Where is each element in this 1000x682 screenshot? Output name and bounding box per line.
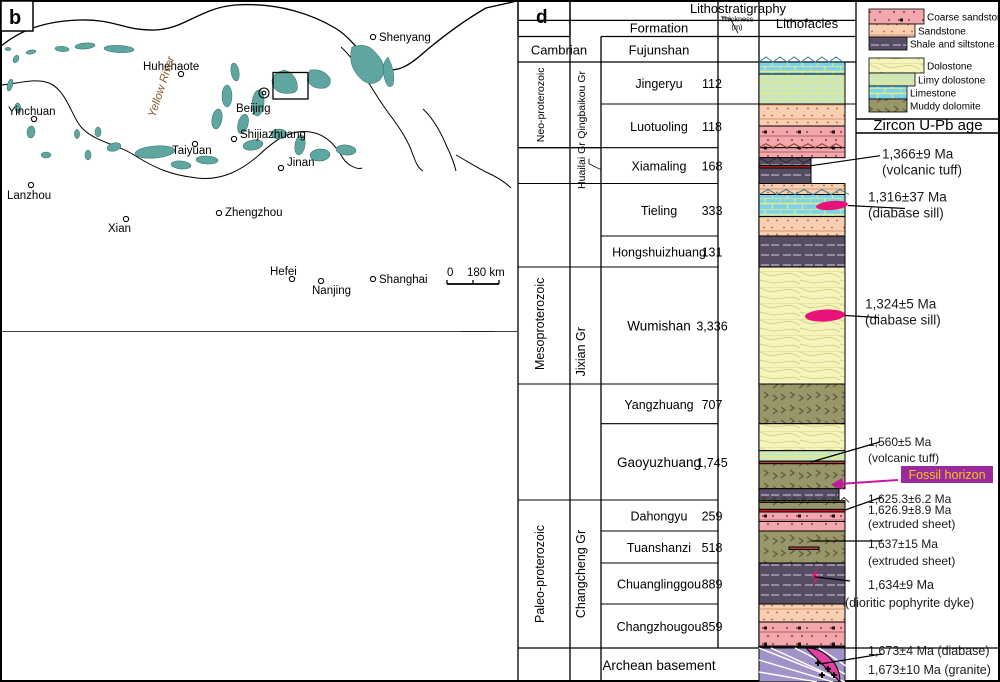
svg-text:1,366±9 Ma: 1,366±9 Ma (882, 147, 954, 162)
svg-text:Formation: Formation (630, 20, 689, 35)
svg-text:(diabase sill): (diabase sill) (868, 206, 944, 221)
svg-text:Yinchuan: Yinchuan (8, 106, 56, 118)
svg-text:1,673±10 Ma (granite): 1,673±10 Ma (granite) (868, 663, 991, 677)
svg-text:1,560±5 Ma: 1,560±5 Ma (868, 435, 932, 449)
svg-text:+: + (819, 670, 824, 680)
svg-text:Zhengzhou: Zhengzhou (225, 207, 283, 219)
svg-text:3,336: 3,336 (696, 320, 727, 334)
svg-text:(diabase sill): (diabase sill) (865, 313, 941, 328)
svg-text:Zircon U-Pb age: Zircon U-Pb age (873, 117, 982, 134)
svg-text:(volcanic tuff): (volcanic tuff) (882, 163, 962, 178)
svg-text:+: + (831, 670, 836, 680)
svg-text:1,673±4 Ma (diabase): 1,673±4 Ma (diabase) (868, 644, 990, 658)
svg-text:Changcheng Gr: Changcheng Gr (574, 530, 588, 618)
svg-text:1,637±15 Ma: 1,637±15 Ma (868, 537, 938, 551)
svg-text:Archean basement: Archean basement (602, 658, 716, 673)
svg-text:259: 259 (702, 510, 723, 524)
svg-text:Xian: Xian (108, 223, 131, 235)
svg-text:Fossil horizon: Fossil horizon (908, 468, 985, 482)
svg-text:Tieling: Tieling (641, 204, 677, 218)
svg-text:Sandstone: Sandstone (918, 27, 966, 38)
svg-text:Shale and siltstone: Shale and siltstone (910, 40, 995, 51)
svg-text:(dioritic pophyrite dyke): (dioritic pophyrite dyke) (845, 596, 974, 610)
svg-text:Jixian Gr: Jixian Gr (574, 327, 588, 376)
svg-text:Huailai Gr: Huailai Gr (576, 142, 588, 189)
svg-text:c: c (471, 337, 482, 358)
svg-text:333: 333 (702, 204, 723, 218)
svg-text:Wumishan: Wumishan (627, 319, 691, 334)
svg-text:Changzhougou: Changzhougou (617, 620, 702, 634)
svg-text:Shanghai: Shanghai (379, 274, 428, 286)
svg-text:Shenyang: Shenyang (379, 32, 431, 44)
svg-text:Paleo-proterozoic: Paleo-proterozoic (533, 525, 547, 623)
svg-text:b: b (9, 7, 21, 29)
svg-text:Beijing: Beijing (236, 103, 271, 115)
svg-text:1,626.9±8.9 Ma: 1,626.9±8.9 Ma (868, 503, 952, 517)
svg-text:112: 112 (702, 77, 722, 91)
svg-text:889: 889 (702, 578, 723, 592)
svg-text:Nanjing: Nanjing (312, 285, 351, 297)
svg-text:Jingeryu: Jingeryu (635, 77, 682, 91)
svg-text:131: 131 (702, 246, 723, 260)
svg-text:518: 518 (702, 541, 723, 555)
svg-text:Chuanglinggou: Chuanglinggou (617, 578, 701, 592)
svg-text:Limy dolostone: Limy dolostone (918, 76, 986, 87)
svg-text:Lithofacies: Lithofacies (776, 16, 839, 31)
svg-text:Limestone: Limestone (910, 89, 957, 100)
svg-text:+: + (815, 658, 820, 668)
svg-text:Gaoyuzhuang: Gaoyuzhuang (617, 455, 701, 470)
svg-text:Jinan: Jinan (287, 157, 315, 169)
svg-text:Yangzhuang: Yangzhuang (624, 398, 693, 412)
svg-text:Hongshuizhuang: Hongshuizhuang (612, 246, 706, 260)
svg-text:Luotuoling: Luotuoling (630, 120, 688, 134)
svg-text:168: 168 (702, 160, 723, 174)
svg-text:180 km: 180 km (467, 267, 505, 279)
svg-text:Xiamaling: Xiamaling (632, 160, 687, 174)
svg-text:Muddy dolomite: Muddy dolomite (910, 102, 981, 113)
svg-text:Dahongyu: Dahongyu (631, 510, 688, 524)
svg-text:Coarse sandstone: Coarse sandstone (927, 13, 1000, 24)
svg-text:Tuanshanzi: Tuanshanzi (627, 541, 691, 555)
svg-text:Lanzhou: Lanzhou (7, 190, 51, 202)
svg-text:Dolostone: Dolostone (927, 62, 972, 73)
svg-text:Hefei: Hefei (270, 266, 297, 278)
svg-text:Taiyuan: Taiyuan (172, 145, 212, 157)
svg-text:1,324±5 Ma: 1,324±5 Ma (865, 297, 937, 312)
svg-text:(extruded sheet): (extruded sheet) (868, 554, 955, 568)
svg-text:707: 707 (702, 398, 723, 412)
svg-text:1,745: 1,745 (696, 456, 727, 470)
svg-text:Neo-proterozoic: Neo-proterozoic (535, 67, 547, 142)
svg-text:Fujunshan: Fujunshan (629, 42, 690, 57)
svg-text:Mesoproterozoic: Mesoproterozoic (533, 278, 547, 370)
svg-text:Shijiazhuang: Shijiazhuang (240, 129, 306, 141)
svg-text:(extruded sheet): (extruded sheet) (868, 517, 955, 531)
svg-text:0: 0 (447, 267, 453, 279)
svg-text:(volcanic tuff): (volcanic tuff) (868, 451, 939, 465)
svg-text:859: 859 (702, 620, 723, 634)
svg-text:Qingbaikou Gr: Qingbaikou Gr (576, 70, 588, 138)
svg-text:1,634±9 Ma: 1,634±9 Ma (868, 578, 934, 592)
svg-text:Cambrian: Cambrian (531, 42, 587, 57)
svg-text:d: d (536, 7, 548, 28)
svg-text:118: 118 (702, 120, 722, 134)
svg-text:+: + (825, 664, 830, 674)
svg-text:1,316±37 Ma: 1,316±37 Ma (868, 190, 947, 205)
